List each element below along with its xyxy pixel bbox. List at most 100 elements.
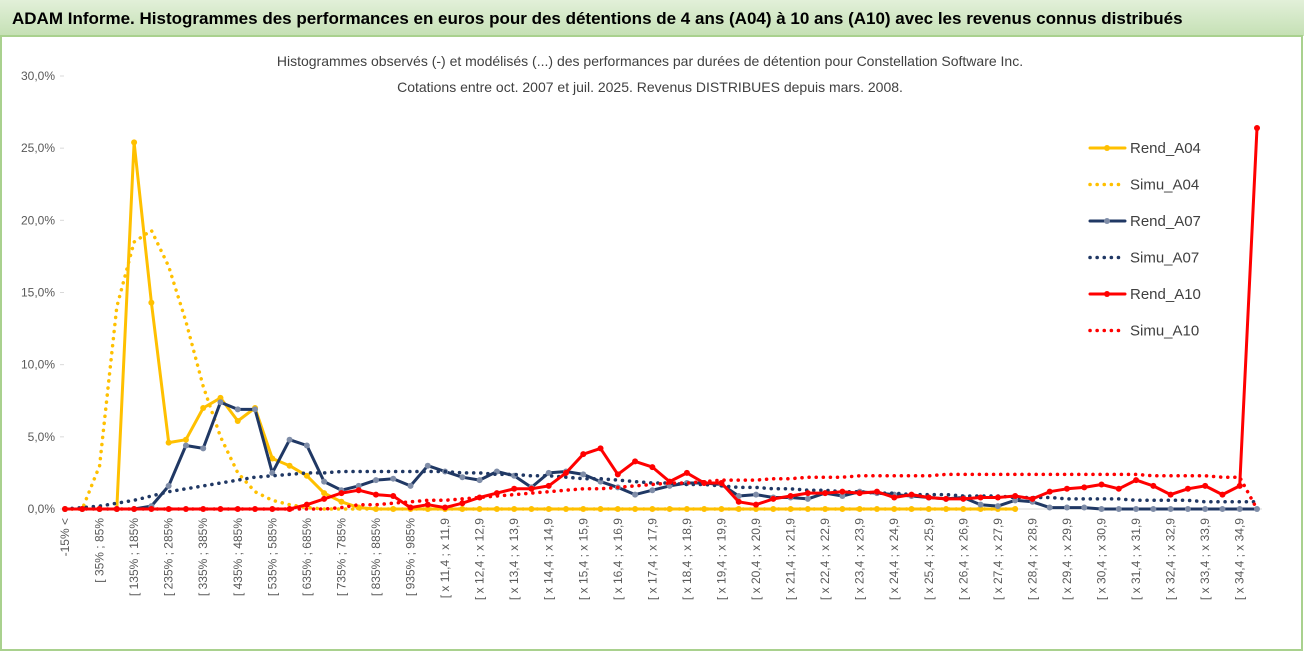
point (476, 494, 483, 501)
x-tick-label: [ x 32,4 ; x 32,9 (1164, 518, 1178, 600)
y-tick-label: 5,0% (28, 430, 56, 444)
point (891, 494, 898, 501)
x-tick-label: [ 235% ; 285% (162, 518, 176, 596)
y-tick-label: 10,0% (21, 358, 55, 372)
x-tick-label: [ x 30,4 ; x 30,9 (1095, 518, 1109, 600)
point (908, 491, 915, 498)
x-tick-label: [ x 18,4 ; x 18,9 (680, 518, 694, 600)
point (459, 506, 466, 512)
point (735, 506, 742, 512)
point (545, 506, 552, 512)
point (839, 493, 846, 500)
point (804, 490, 811, 497)
x-tick-label: [ x 34,4 ; x 34,9 (1233, 518, 1247, 600)
point (994, 503, 1001, 510)
point (252, 406, 259, 413)
x-tick-label: [ 35% ; 85% (93, 518, 107, 583)
point (148, 299, 155, 306)
point (632, 458, 639, 465)
x-tick-label: [ 835% ; 885% (369, 518, 383, 596)
point (79, 506, 86, 512)
point (977, 506, 984, 512)
x-tick-label: [ x 25,4 ; x 25,9 (922, 518, 936, 600)
point (597, 445, 604, 452)
point (580, 451, 587, 458)
point (1098, 481, 1105, 488)
point (1012, 497, 1019, 504)
legend-label: Rend_A07 (1130, 213, 1201, 230)
x-tick-label: [ x 17,4 ; x 17,9 (645, 518, 659, 600)
point (390, 475, 397, 482)
point (787, 493, 794, 500)
point (1202, 506, 1209, 512)
x-tick-label: [ x 14,4 ; x 14,9 (542, 518, 556, 600)
point (182, 442, 189, 449)
point (804, 495, 811, 502)
point (1115, 506, 1122, 512)
x-tick-label: [ x 15,4 ; x 15,9 (576, 518, 590, 600)
point (528, 485, 535, 492)
point (1184, 506, 1191, 512)
y-tick-label: 25,0% (21, 141, 55, 155)
legend-label: Rend_A04 (1130, 140, 1201, 157)
point (1236, 482, 1243, 489)
point (321, 490, 328, 497)
point (372, 477, 379, 484)
point (303, 442, 310, 449)
chart-subtitle: Cotations entre oct. 2007 et juil. 2025.… (397, 79, 903, 95)
title-bar (0, 0, 1304, 36)
point (753, 491, 760, 498)
point (1133, 506, 1140, 512)
point (1115, 485, 1122, 492)
point (355, 487, 362, 494)
point (735, 498, 742, 505)
chart-subtitle: Histogrammes observés (-) et modélisés (… (277, 53, 1023, 69)
point (338, 490, 345, 497)
point (1081, 504, 1088, 511)
point (269, 455, 276, 462)
point (200, 445, 207, 452)
point (943, 495, 950, 502)
point (1254, 506, 1260, 512)
point (442, 504, 449, 511)
point (735, 493, 742, 500)
point (476, 477, 483, 484)
point (1150, 506, 1157, 512)
point (182, 436, 189, 443)
point (666, 506, 673, 512)
point (286, 436, 293, 443)
x-tick-label: [ x 28,4 ; x 28,9 (1025, 518, 1039, 600)
point (424, 506, 431, 512)
x-tick-label: [ 535% ; 585% (265, 518, 279, 596)
point (407, 482, 414, 489)
point (1063, 485, 1070, 492)
point (459, 500, 466, 507)
point (1012, 493, 1019, 500)
point (407, 504, 414, 511)
point (1046, 488, 1053, 495)
series-line (63, 472, 1259, 511)
plot-frame (0, 35, 1303, 651)
point (459, 474, 466, 481)
point (234, 417, 241, 424)
x-tick-label: [ 435% ; 485% (231, 518, 245, 596)
point (683, 469, 690, 476)
point (753, 501, 760, 508)
x-tick-label: [ x 29,4 ; x 29,9 (1060, 518, 1074, 600)
point (770, 495, 777, 502)
point (1063, 504, 1070, 511)
point (960, 495, 967, 502)
x-tick-label: [ x 13,4 ; x 13,9 (507, 518, 521, 600)
y-tick-label: 30,0% (21, 69, 55, 83)
point (131, 139, 138, 146)
point (1219, 506, 1226, 512)
x-tick-label: [ x 27,4 ; x 27,9 (991, 518, 1005, 600)
point (545, 469, 552, 476)
x-tick-label: [ 135% ; 185% (127, 518, 141, 596)
point (562, 469, 569, 476)
legend-marker (1104, 145, 1110, 151)
x-tick-label: [ x 33,4 ; x 33,9 (1198, 518, 1212, 600)
point (614, 471, 621, 478)
